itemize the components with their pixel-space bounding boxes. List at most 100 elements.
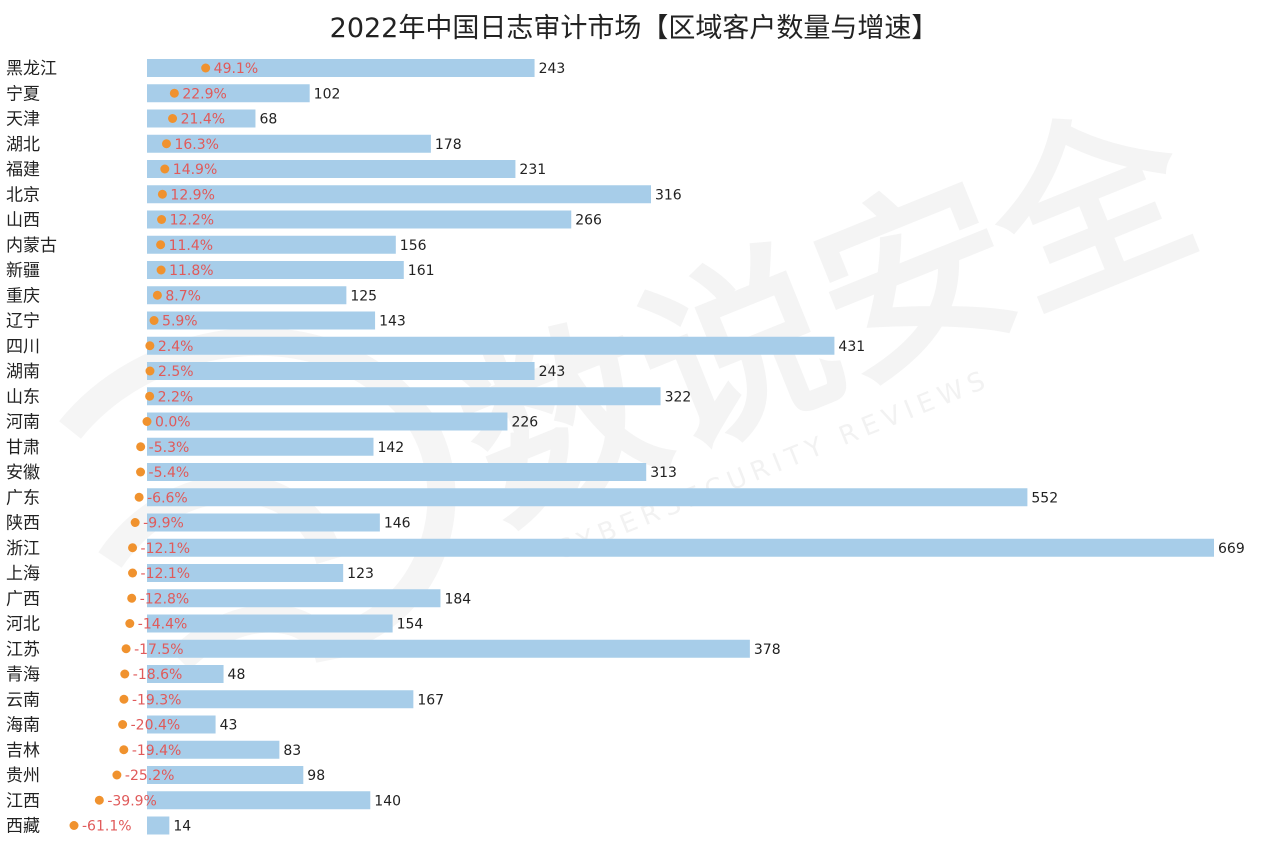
bar-value-label: 125	[350, 288, 377, 304]
growth-rate-label: -19.3%	[132, 692, 182, 708]
growth-rate-point	[157, 189, 167, 199]
bar	[147, 134, 431, 153]
category-label: 吉林	[6, 741, 40, 761]
growth-rate-point	[130, 518, 140, 527]
category-label: 陕西	[6, 514, 40, 534]
growth-rate-point	[127, 593, 137, 603]
growth-rate-label: -17.5%	[134, 642, 184, 658]
growth-rate-label: -9.9%	[143, 516, 184, 532]
growth-rate-label: -14.4%	[138, 617, 188, 633]
bar-value-label: 156	[400, 238, 427, 254]
bar	[147, 311, 376, 330]
growth-rate-label: -5.4%	[149, 465, 190, 481]
growth-rate-point	[120, 669, 130, 679]
category-label: 重庆	[6, 286, 40, 306]
category-label: 新疆	[6, 261, 40, 281]
growth-rate-point	[136, 467, 146, 477]
bar	[147, 463, 647, 481]
growth-rate-point	[160, 164, 170, 174]
growth-rate-label: -5.3%	[149, 440, 190, 456]
growth-rate-point	[201, 63, 211, 73]
bar	[147, 59, 535, 77]
growth-rate-point	[94, 795, 104, 805]
bar	[147, 715, 216, 734]
growth-rate-point	[134, 492, 144, 502]
bar	[147, 437, 374, 456]
growth-rate-point	[156, 240, 166, 250]
growth-rate-label: 22.9%	[182, 86, 226, 102]
bar-value-label: 552	[1031, 490, 1058, 506]
bar-value-label: 161	[408, 263, 435, 279]
chart-title: 2022年中国日志审计市场【区域客户数量与增速】	[329, 13, 939, 44]
category-label: 上海	[6, 564, 40, 584]
category-label: 山西	[6, 211, 40, 231]
bar-value-label: 316	[655, 187, 682, 203]
bar-value-label: 669	[1218, 541, 1245, 557]
bar-value-label: 146	[384, 516, 411, 532]
category-label: 西藏	[6, 817, 40, 837]
growth-rate-point	[161, 139, 171, 149]
bar	[147, 513, 380, 532]
category-label: 浙江	[6, 539, 40, 559]
bar	[147, 84, 310, 103]
growth-rate-point	[156, 265, 166, 275]
bar-value-label: 48	[228, 667, 246, 683]
bar-value-label: 243	[539, 364, 566, 380]
growth-rate-label: 2.2%	[158, 389, 194, 405]
growth-rate-label: 21.4%	[181, 112, 225, 128]
bar-value-label: 431	[838, 339, 865, 355]
category-label: 青海	[6, 665, 40, 685]
growth-rate-point	[128, 568, 138, 578]
bar	[147, 336, 835, 355]
category-label: 甘肃	[6, 438, 40, 458]
growth-rate-label: 2.4%	[158, 339, 194, 355]
bar	[147, 690, 414, 709]
category-label: 福建	[6, 160, 40, 180]
category-label: 广西	[6, 589, 40, 609]
growth-rate-label: -12.1%	[141, 541, 191, 557]
bar	[147, 614, 393, 633]
growth-rate-point	[145, 366, 155, 376]
bar	[147, 791, 371, 810]
growth-rate-point	[119, 694, 129, 704]
bar-value-label: 140	[374, 793, 401, 809]
growth-rate-label: -18.6%	[133, 667, 183, 683]
bar	[147, 639, 750, 658]
growth-rate-label: 14.9%	[173, 162, 217, 178]
watermark-text: 数说安全	[434, 71, 1223, 561]
category-label: 江苏	[6, 640, 40, 660]
growth-rate-point	[169, 88, 179, 98]
growth-rate-label: -39.9%	[107, 793, 157, 809]
bar	[147, 740, 280, 759]
growth-rate-point	[157, 215, 167, 224]
growth-rate-label: 12.9%	[170, 187, 214, 203]
bar-value-label: 378	[754, 642, 781, 658]
growth-rate-point	[128, 543, 138, 553]
category-label: 湖南	[6, 362, 40, 382]
bar	[147, 387, 661, 406]
bar-value-label: 142	[377, 440, 404, 456]
bar	[147, 109, 256, 128]
category-label: 海南	[6, 716, 40, 736]
growth-rate-point	[112, 770, 122, 780]
growth-rate-point	[168, 114, 178, 123]
category-label: 安徽	[6, 463, 40, 483]
growth-rate-point	[136, 442, 146, 452]
category-label: 河南	[6, 413, 40, 433]
bar-value-label: 102	[314, 86, 341, 102]
growth-rate-label: 11.4%	[169, 238, 213, 254]
growth-rate-point	[145, 341, 155, 351]
growth-rate-point	[119, 745, 129, 755]
bar	[147, 816, 170, 835]
growth-rate-label: 16.3%	[174, 137, 218, 153]
category-label: 贵州	[6, 766, 40, 786]
bar-value-label: 322	[665, 389, 692, 405]
bar-value-label: 167	[417, 692, 444, 708]
growth-rate-label: -6.6%	[147, 490, 188, 506]
bar	[147, 766, 304, 784]
bar-value-label: 68	[259, 112, 277, 128]
growth-rate-point	[125, 619, 135, 628]
growth-rate-label: -61.1%	[82, 819, 132, 835]
growth-rate-label: 12.2%	[170, 213, 214, 229]
growth-rate-point	[121, 644, 131, 654]
